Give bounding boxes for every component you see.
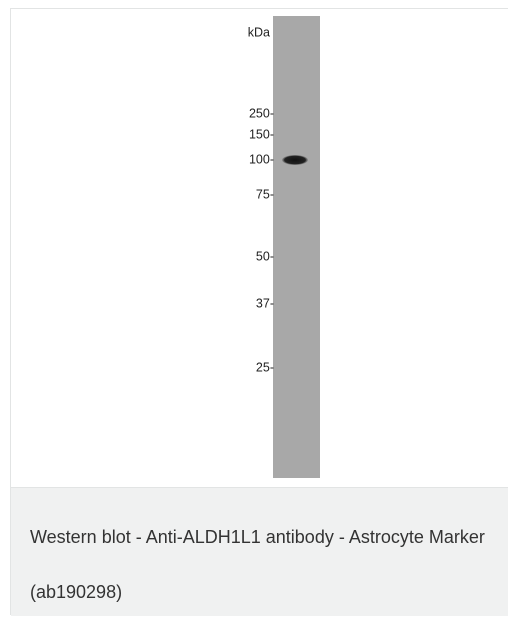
- blot-band: [282, 155, 308, 165]
- blot-lane: [273, 16, 320, 478]
- marker-label: 75-: [256, 187, 274, 201]
- page: kDa 250- 150- 100- 75- 50- 37- 25- Western blo…: [0, 0, 508, 617]
- marker-label: 100-: [249, 152, 274, 166]
- western-blot: kDa 250- 150- 100- 75- 50- 37- 25-: [11, 9, 508, 487]
- marker-label: 25-: [256, 360, 274, 374]
- marker-label: 250-: [249, 106, 274, 120]
- marker-label: 150-: [249, 127, 274, 141]
- figure-card: kDa 250- 150- 100- 75- 50- 37- 25- Western blo…: [10, 8, 508, 615]
- unit-label: kDa: [248, 25, 270, 39]
- caption: Western blot - Anti-ALDH1L1 antibody - A…: [30, 510, 500, 620]
- marker-label: 50-: [256, 249, 274, 263]
- caption-area: Western blot - Anti-ALDH1L1 antibody - A…: [11, 487, 508, 616]
- figure-image: kDa 250- 150- 100- 75- 50- 37- 25-: [11, 9, 508, 487]
- marker-label: 37-: [256, 296, 274, 310]
